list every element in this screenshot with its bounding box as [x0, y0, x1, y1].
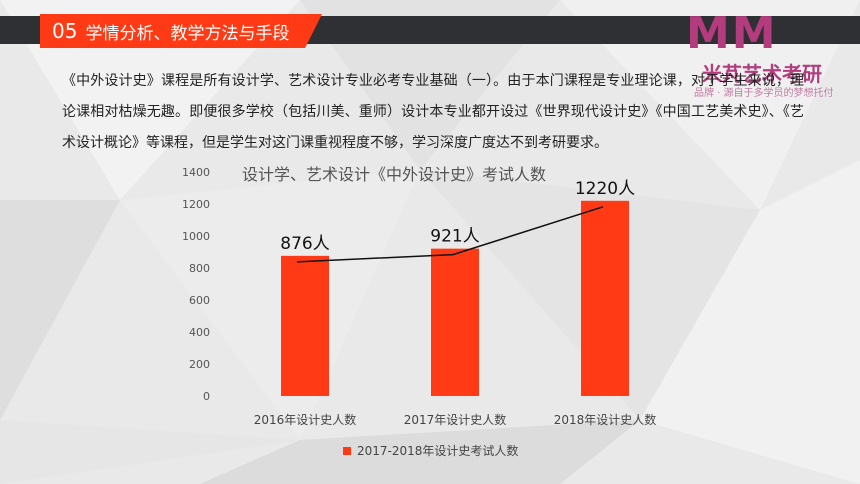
x-tick-label: 2016年设计史人数	[254, 412, 357, 427]
y-tick-label: 1000	[182, 230, 210, 243]
y-tick-label: 1400	[182, 166, 210, 179]
data-labels: 876人 921人 1220人	[280, 179, 635, 254]
y-tick-label: 0	[203, 390, 210, 403]
logo-mark: MM	[686, 8, 778, 59]
intro-paragraph: 《中外设计史》课程是所有设计学、艺术设计专业必考专业基础（一）。由于本门课程是专…	[62, 73, 804, 151]
logo-slogan: 品牌 · 源自于多学员的梦想托付	[694, 88, 834, 99]
bars	[281, 200, 629, 396]
bar	[581, 200, 629, 396]
trend-line	[296, 206, 604, 263]
y-tick-label: 200	[189, 358, 210, 371]
legend: 2017-2018年设计史考试人数	[343, 443, 518, 458]
data-label: 921人	[430, 227, 479, 247]
data-label: 876人	[280, 234, 329, 254]
section-title: 学情分析、教学方法与手段	[85, 23, 290, 44]
data-label: 1220人	[575, 179, 635, 199]
trend-line-group	[296, 206, 604, 263]
section-title-tab: 05 学情分析、教学方法与手段	[40, 14, 322, 48]
y-axis: 0 200 400 600 800 1000 1200 1400	[182, 166, 210, 403]
legend-swatch	[343, 447, 351, 455]
x-tick-label: 2018年设计史人数	[554, 412, 657, 427]
brand-logo: MM 米芃艺术考研 品牌 · 源自于多学员的梦想托付	[686, 4, 846, 102]
x-axis: 2016年设计史人数 2017年设计史人数 2018年设计史人数	[254, 412, 657, 427]
y-tick-label: 600	[189, 294, 210, 307]
logo-name: 米芃艺术考研	[702, 62, 822, 86]
bar	[281, 255, 329, 396]
y-tick-label: 400	[189, 326, 210, 339]
y-tick-label: 800	[189, 262, 210, 275]
chart-title: 设计学、艺术设计《中外设计史》考试人数	[242, 165, 546, 184]
y-tick-label: 1200	[182, 198, 210, 211]
legend-label: 2017-2018年设计史考试人数	[357, 443, 518, 458]
x-tick-label: 2017年设计史人数	[404, 412, 507, 427]
section-number: 05	[52, 19, 78, 43]
bar	[431, 248, 479, 396]
